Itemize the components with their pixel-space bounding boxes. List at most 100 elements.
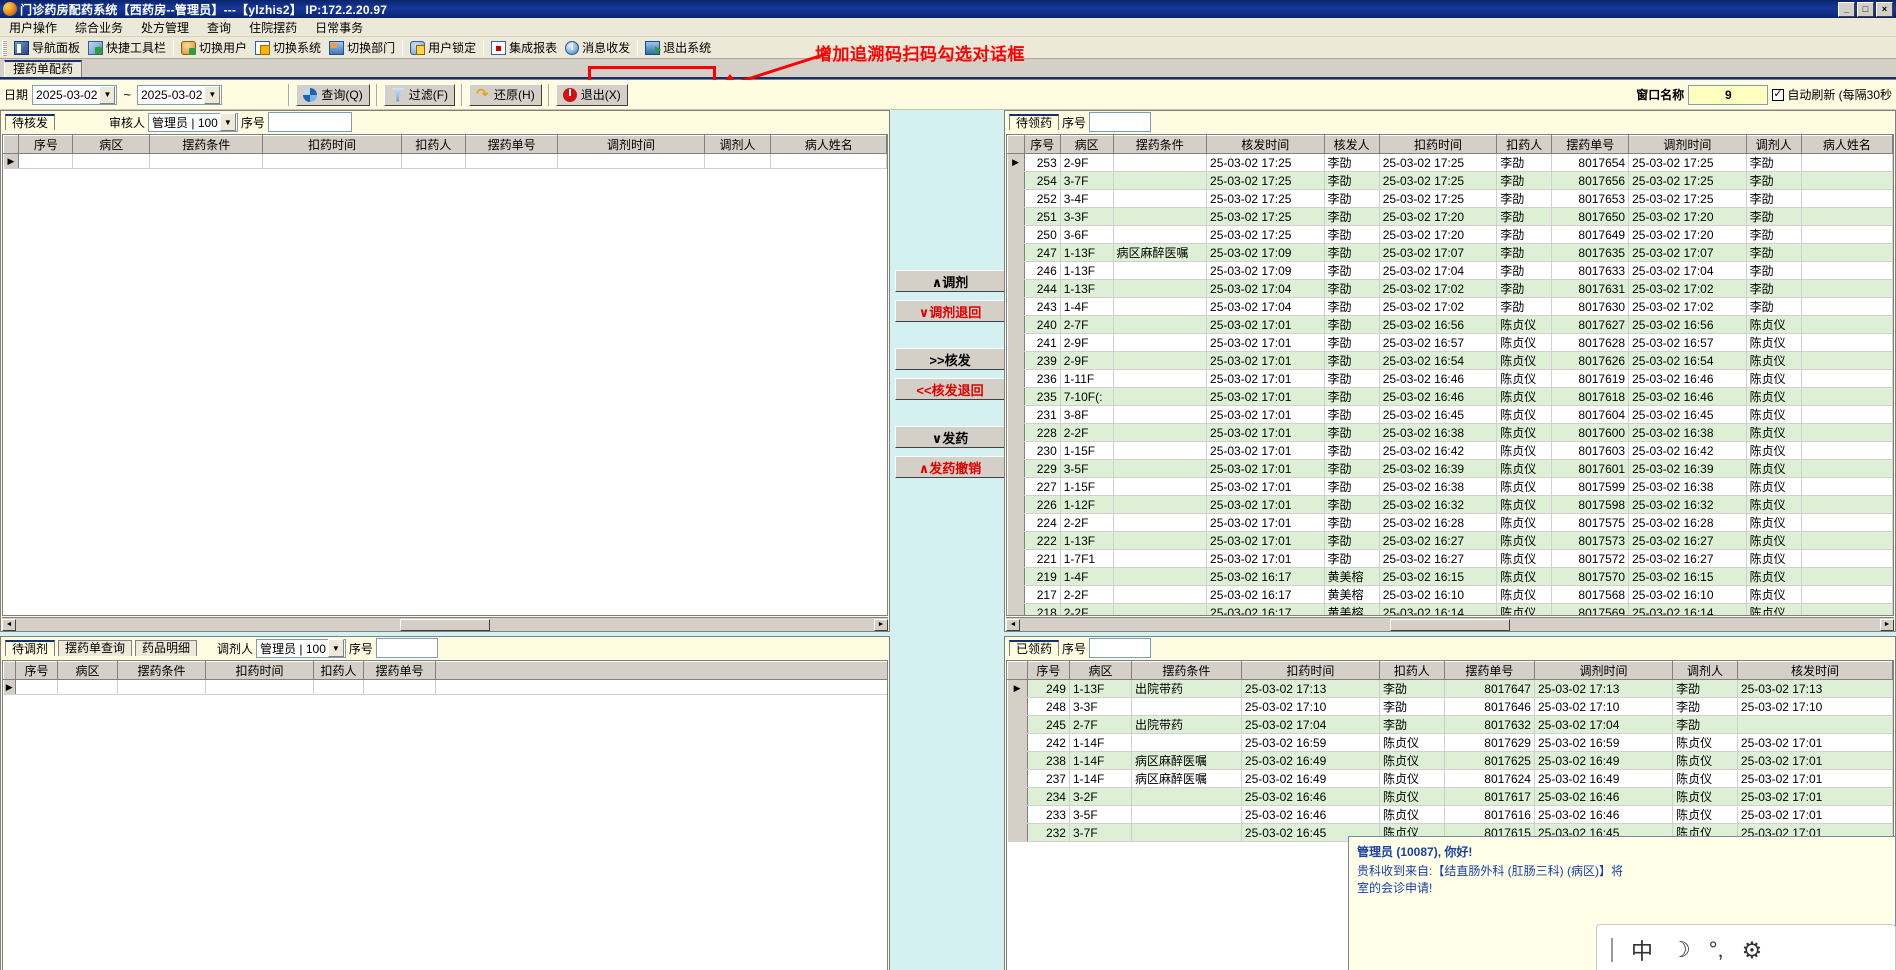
close-button[interactable]: ×: [1876, 1, 1893, 17]
toolbar-switch-system[interactable]: 切换系统: [251, 39, 325, 56]
col-prep-user[interactable]: 调剂人: [703, 135, 772, 154]
col-seq[interactable]: 序号: [18, 135, 74, 154]
menu-item-inpatient[interactable]: 住院摆药: [249, 20, 298, 35]
menu-item-user-ops[interactable]: 用户操作: [9, 20, 58, 35]
scroll-thumb[interactable]: [1390, 618, 1510, 631]
col-patient[interactable]: 病人姓名: [770, 135, 887, 154]
col-bill[interactable]: 摆药单号: [464, 135, 559, 154]
chevron-down-icon[interactable]: ▼: [204, 85, 221, 104]
table-row[interactable]: ▶ 253 2-9F 25-03-02 17:25 李劭 25-03-02 17:25 李劭…: [1007, 153, 1893, 172]
menu-item-query[interactable]: 查询: [207, 20, 232, 35]
table-row[interactable]: 242 1-14F 25-03-02 16:59 陈贞仪 8017629 25-03-02…: [1007, 733, 1893, 752]
minimize-button[interactable]: _: [1838, 1, 1855, 17]
col-verify-time[interactable]: 核发时间: [1206, 135, 1325, 154]
scroll-thumb[interactable]: [400, 618, 490, 631]
toolbar-user-lock[interactable]: 用户锁定: [406, 39, 480, 56]
col-ward[interactable]: 病区: [57, 661, 118, 680]
col-deduct-user[interactable]: 扣药人: [400, 135, 466, 154]
left-bottom-seq-input[interactable]: [375, 638, 438, 658]
dispenser-combo[interactable]: 管理员 | 100 ▼: [256, 638, 346, 658]
col-ward[interactable]: 病区: [72, 135, 151, 154]
dispense-up-button[interactable]: ∧调剂: [895, 270, 1005, 292]
table-row[interactable]: 217 2-2F 25-03-02 16:17 黄美榕 25-03-02 16:10 陈贞…: [1007, 585, 1893, 604]
col-prep-user[interactable]: 调剂人: [1745, 135, 1802, 154]
table-row[interactable]: 224 2-2F 25-03-02 17:01 李劭 25-03-02 16:28 陈贞仪…: [1007, 513, 1893, 532]
verify-return-button[interactable]: <<核发退回: [895, 378, 1005, 400]
table-row[interactable]: 221 1-7F1 25-03-02 17:01 李劭 25-03-02 16:27 陈贞…: [1007, 549, 1893, 568]
table-row[interactable]: 243 1-4F 25-03-02 17:04 李劭 25-03-02 17:02 李劭 8…: [1007, 297, 1893, 316]
toolbar-grip[interactable]: [2, 39, 7, 56]
table-row[interactable]: 252 3-4F 25-03-02 17:25 李劭 25-03-02 17:25 李劭 8…: [1007, 189, 1893, 208]
query-button[interactable]: 查询(Q): [296, 83, 370, 106]
moon-icon[interactable]: ☽: [1671, 937, 1691, 962]
toolbar-quick-bar[interactable]: 快捷工具栏: [84, 39, 170, 56]
table-row[interactable]: ▶: [3, 153, 887, 169]
table-row[interactable]: 219 1-4F 25-03-02 16:17 黄美榕 25-03-02 16:15 陈贞…: [1007, 567, 1893, 586]
reviewer-combo[interactable]: 管理员 | 100 ▼: [148, 112, 238, 132]
tab-pending-verify[interactable]: 待核发: [5, 114, 56, 130]
ime-handle[interactable]: [1611, 938, 1613, 962]
col-seq[interactable]: 序号: [1026, 661, 1070, 680]
menu-item-daily[interactable]: 日常事务: [315, 20, 364, 35]
col-deduct-time[interactable]: 扣药时间: [1378, 135, 1498, 154]
table-row[interactable]: 254 3-7F 25-03-02 17:25 李劭 25-03-02 17:25 李劭 8…: [1007, 171, 1893, 190]
col-prep-user[interactable]: 调剂人: [1672, 661, 1738, 680]
restore-button[interactable]: ↷ 还原(H): [469, 83, 542, 106]
maximize-button[interactable]: □: [1857, 1, 1874, 17]
menu-item-prescription[interactable]: 处方管理: [141, 20, 190, 35]
col-seq[interactable]: 序号: [15, 661, 58, 680]
date-to-combo[interactable]: 2025-03-02 ▼: [137, 84, 223, 105]
right-bottom-seq-input[interactable]: [1089, 638, 1152, 658]
table-row[interactable]: 227 1-15F 25-03-02 17:01 李劭 25-03-02 16:38 陈贞…: [1007, 477, 1893, 496]
scroll-right-icon[interactable]: ►: [874, 618, 888, 631]
col-cond[interactable]: 摆药条件: [1112, 135, 1208, 154]
col-ward[interactable]: 病区: [1068, 661, 1132, 680]
tab-dispense-sheet-query[interactable]: 摆药单查询: [58, 640, 133, 656]
checkbox-icon[interactable]: [1772, 87, 1785, 101]
table-row[interactable]: 235 7-10F(: 25-03-02 17:01 李劭 25-03-02 16:46…: [1007, 387, 1893, 406]
chevron-down-icon[interactable]: ▼: [327, 639, 344, 657]
table-row[interactable]: ▶: [3, 679, 887, 695]
pending-verify-grid[interactable]: 序号 病区 摆药条件 扣药时间 扣药人 摆药单号 调剂时间 调剂人 病人姓名 ▶: [2, 134, 888, 616]
window-controls[interactable]: _ □ ×: [1838, 1, 1894, 17]
col-deduct-time[interactable]: 扣药时间: [1240, 661, 1380, 680]
col-deduct-time[interactable]: 扣药时间: [205, 661, 314, 680]
col-bill[interactable]: 摆药单号: [363, 661, 436, 680]
toolbar-switch-dept[interactable]: 切换部门: [325, 39, 399, 56]
col-seq[interactable]: 序号: [1023, 135, 1061, 154]
ime-mode-label[interactable]: 中: [1631, 939, 1654, 964]
col-verify-user[interactable]: 核发人: [1323, 135, 1380, 154]
table-row[interactable]: 237 1-14F 病区麻醉医嘱 25-03-02 16:49 陈贞仪 8017624 25…: [1007, 769, 1893, 788]
filter-button[interactable]: 过滤(F): [383, 83, 456, 106]
pending-verify-hscrollbar[interactable]: ◄ ►: [2, 617, 888, 631]
scroll-left-icon[interactable]: ◄: [2, 618, 16, 631]
table-row[interactable]: 234 3-2F 25-03-02 16:46 陈贞仪 8017617 25-03-02 …: [1007, 787, 1893, 806]
window-name-input[interactable]: 9: [1688, 84, 1769, 105]
table-row[interactable]: 232 3-7F 25-03-02 16:45 陈贞仪 8017615 25-03-02 …: [1007, 823, 1893, 842]
col-cond[interactable]: 摆药条件: [1130, 661, 1242, 680]
table-row[interactable]: 245 2-7F 出院带药 25-03-02 17:04 李劭 8017632 25-03-…: [1007, 715, 1893, 734]
table-row[interactable]: 251 3-3F 25-03-02 17:25 李劭 25-03-02 17:20 李劭 8…: [1007, 207, 1893, 226]
tab-drug-detail[interactable]: 药品明细: [135, 640, 198, 656]
col-patient[interactable]: 病人姓名: [1800, 135, 1893, 154]
table-row[interactable]: 228 2-2F 25-03-02 17:01 李劭 25-03-02 16:38 陈贞仪…: [1007, 423, 1893, 442]
gear-icon[interactable]: ⚙: [1741, 936, 1763, 963]
right-seq-input[interactable]: [1089, 112, 1152, 132]
table-row[interactable]: 222 1-13F 25-03-02 17:01 李劭 25-03-02 16:27 陈贞…: [1007, 531, 1893, 550]
col-ward[interactable]: 病区: [1059, 135, 1114, 154]
table-row[interactable]: ▶ 249 1-13F 出院带药 25-03-02 17:13 李劭 8017647 25-0…: [1007, 679, 1893, 698]
dispense-cancel-button[interactable]: ∧发药撤销: [895, 456, 1005, 478]
col-cond[interactable]: 摆药条件: [149, 135, 264, 154]
dispense-out-button[interactable]: ∨发药: [895, 426, 1005, 448]
pending-pickup-grid[interactable]: 序号 病区 摆药条件 核发时间 核发人 扣药时间 扣药人 摆药单号 调剂时间 调…: [1006, 134, 1894, 616]
toolbar-nav-panel[interactable]: 导航面板: [10, 39, 84, 56]
tab-pending-pickup[interactable]: 待领药: [1009, 114, 1060, 130]
table-row[interactable]: 244 1-13F 25-03-02 17:04 李劭 25-03-02 17:02 李劭…: [1007, 279, 1893, 298]
dispense-return-button[interactable]: ∨调剂退回: [895, 300, 1005, 322]
table-row[interactable]: 248 3-3F 25-03-02 17:10 李劭 8017646 25-03-02 1…: [1007, 697, 1893, 716]
table-row[interactable]: 241 2-9F 25-03-02 17:01 李劭 25-03-02 16:57 陈贞仪…: [1007, 333, 1893, 352]
col-verify-time[interactable]: 核发时间: [1736, 661, 1893, 680]
table-row[interactable]: 238 1-14F 病区麻醉医嘱 25-03-02 16:49 陈贞仪 8017625 25…: [1007, 751, 1893, 770]
left-seq-input[interactable]: [267, 112, 352, 132]
scroll-left-icon[interactable]: ◄: [1006, 618, 1020, 631]
